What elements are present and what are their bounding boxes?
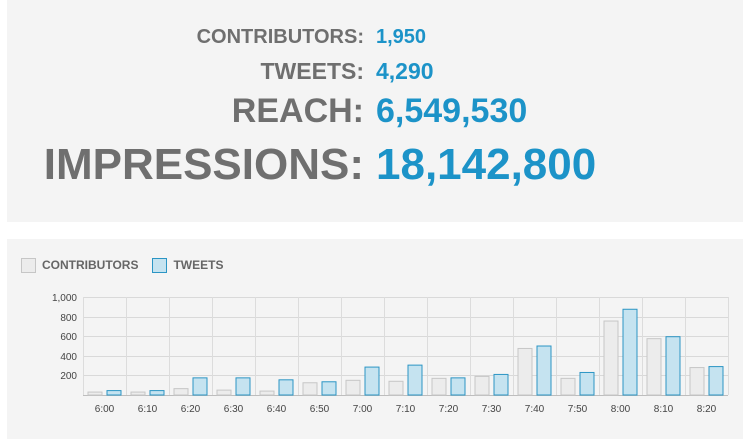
x-tick-label: 7:40 (525, 404, 545, 415)
bar-tweets (364, 366, 380, 396)
bar-tweets (579, 371, 595, 396)
legend-label-tweets: TWEETS (173, 258, 224, 272)
y-tick-label: 800 (60, 313, 77, 324)
tweets-value: 4,290 (376, 58, 434, 84)
bar-contributors (130, 391, 146, 396)
legend-item-tweets[interactable]: TWEETS (152, 257, 224, 273)
bar-contributors (173, 388, 189, 396)
bar-tweets (149, 390, 165, 396)
y-tick-label: 600 (60, 332, 77, 343)
x-tick-label: 6:30 (224, 404, 244, 415)
bar-tweets (450, 377, 466, 396)
bar-contributors (259, 390, 275, 396)
chart-panel: CONTRIBUTORS TWEETS 200 400 600 800 1,000 6:0… (7, 239, 743, 439)
bar-tweets (407, 364, 423, 396)
legend-item-contributors[interactable]: CONTRIBUTORS (21, 257, 139, 273)
impressions-label: IMPRESSIONS: (43, 140, 364, 189)
bar-tweets (235, 377, 251, 396)
bar-tweets (106, 390, 122, 396)
bar-contributors (87, 391, 103, 396)
x-tick-label: 7:20 (439, 404, 459, 415)
bar-contributors (216, 389, 232, 396)
bar-contributors (560, 377, 576, 396)
tweets-label: TWEETS: (260, 58, 365, 84)
x-tick-label: 7:10 (396, 404, 416, 415)
bar-contributors (689, 367, 705, 396)
bar-tweets (665, 336, 681, 396)
impressions-value: 18,142,800 (376, 140, 597, 189)
x-tick-label: 8:00 (611, 404, 631, 415)
reach-value: 6,549,530 (376, 92, 528, 130)
bar-contributors (431, 377, 447, 396)
bar-tweets (493, 373, 509, 396)
bar-tweets (622, 308, 638, 396)
bar-tweets (192, 377, 208, 396)
bar-contributors (517, 347, 533, 396)
x-tick-label: 8:20 (697, 404, 717, 415)
legend-swatch-tweets (152, 257, 168, 273)
reach-label: REACH: (231, 92, 364, 130)
x-tick-label: 6:10 (138, 404, 158, 415)
bar-contributors (474, 375, 490, 396)
x-tick-label: 7:00 (353, 404, 373, 415)
contributors-label: CONTRIBUTORS: (196, 26, 364, 48)
bar-contributors (302, 382, 318, 396)
bar-contributors (388, 380, 404, 396)
bar-tweets (708, 366, 724, 396)
x-tick-label: 6:50 (310, 404, 330, 415)
bar-contributors (646, 338, 662, 396)
legend-label-contributors: CONTRIBUTORS (42, 258, 139, 272)
bar-tweets (536, 345, 552, 396)
x-tick-label: 7:50 (568, 404, 588, 415)
y-tick-label: 400 (60, 352, 77, 363)
bar-contributors (345, 379, 361, 396)
legend-swatch-contributors (21, 257, 36, 273)
bar-chart: 200 400 600 800 1,000 6:00 6:10 6:20 6:30 6:40 6:5… (52, 293, 729, 415)
bar-tweets (321, 381, 337, 396)
x-tick-label: 6:00 (95, 404, 115, 415)
y-tick-label: 1,000 (52, 293, 77, 304)
x-tick-label: 6:40 (267, 404, 287, 415)
bar-tweets (278, 379, 294, 396)
chart-legend: CONTRIBUTORS TWEETS (21, 255, 237, 275)
contributors-value: 1,950 (376, 26, 427, 48)
x-tick-label: 6:20 (181, 404, 201, 415)
bar-contributors (603, 320, 619, 396)
stats-panel: CONTRIBUTORS: 1,950 TWEETS: 4,290 REACH:… (7, 0, 743, 222)
y-tick-label: 200 (60, 371, 77, 382)
x-tick-label: 7:30 (482, 404, 502, 415)
x-tick-label: 8:10 (654, 404, 674, 415)
